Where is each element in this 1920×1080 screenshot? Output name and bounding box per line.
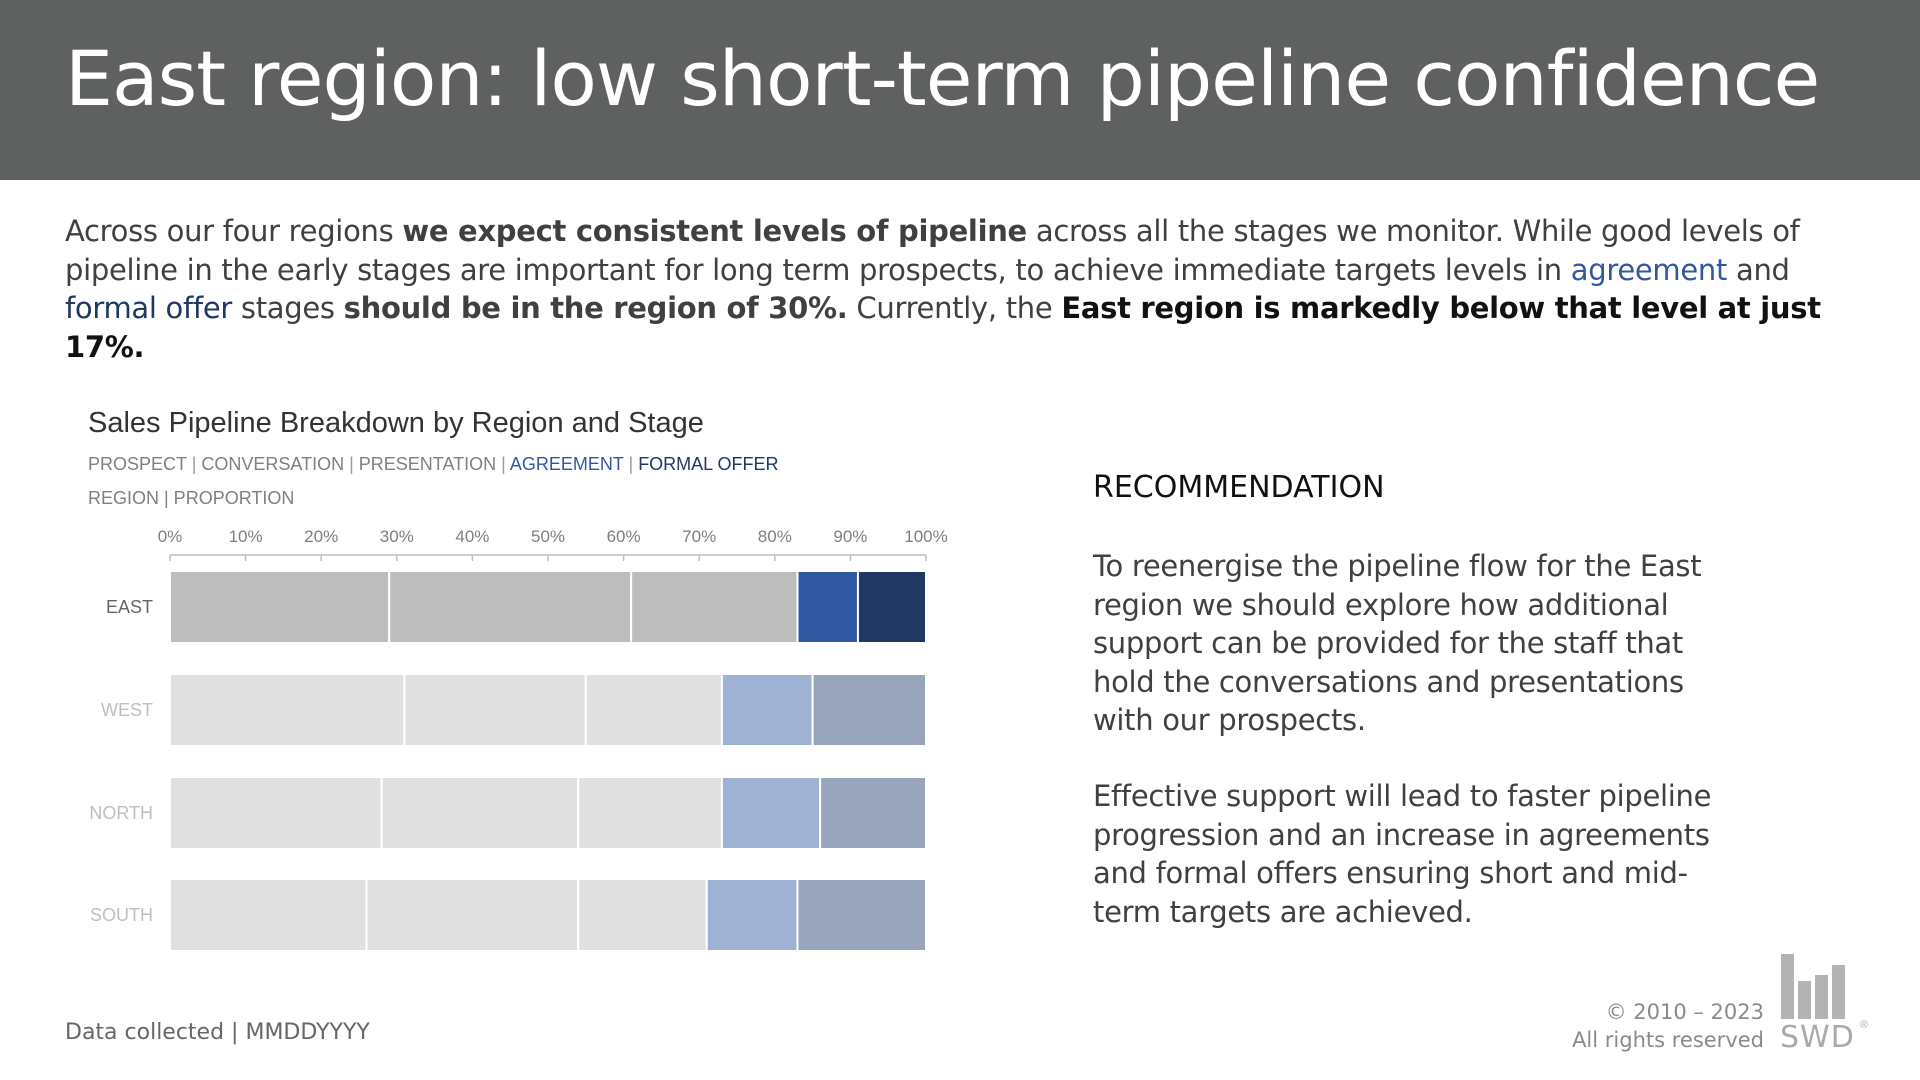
x-tick-label: 50%: [531, 527, 565, 546]
logo-bar: [1815, 975, 1828, 1019]
x-tick-label: 70%: [682, 527, 716, 546]
x-tick-label: 90%: [833, 527, 867, 546]
bar-segment-east-conversation: [388, 570, 633, 644]
intro-text-8: should be in the region of 30%.: [343, 291, 848, 325]
x-tick-label: 40%: [455, 527, 489, 546]
bar-segment-east-agreement: [796, 570, 859, 644]
intro-formal-offer-text: formal offer: [65, 291, 232, 325]
bar-segment-east-formal-offer: [856, 570, 928, 644]
title-banner: East region: low short-term pipeline con…: [0, 0, 1920, 180]
bar-segment-north-prospect: [169, 776, 383, 850]
bar-segment-west-formal-offer: [811, 673, 927, 747]
x-tick-label: 0%: [158, 527, 183, 546]
legend-item: FORMAL OFFER: [638, 454, 779, 474]
legend-item: AGREEMENT: [509, 454, 624, 474]
legend-item: PRESENTATION: [358, 454, 497, 474]
legend-separator: |: [186, 454, 202, 474]
recommendation-heading: RECOMMENDATION: [1093, 470, 1385, 505]
category-label: SOUTH: [90, 905, 153, 925]
copyright-line-1: © 2010 – 2023: [1605, 1000, 1764, 1024]
bar-segment-east-presentation: [630, 570, 799, 644]
copyright-line-2: All rights reserved: [1572, 1028, 1764, 1052]
data-collected-note: Data collected | MMDDYYYY: [65, 1020, 370, 1045]
category-label: EAST: [106, 597, 153, 617]
intro-text-3: across all the stages we monitor. While …: [65, 214, 1800, 287]
bar-segment-north-conversation: [380, 776, 580, 850]
bar-segment-west-conversation: [403, 673, 587, 747]
bar-segment-south-conversation: [365, 878, 580, 952]
chart-legend: PROSPECT | CONVERSATION | PRESENTATION |…: [88, 454, 779, 475]
logo-text: SWD: [1780, 1020, 1855, 1055]
intro-agreement-text: agreement: [1570, 252, 1728, 287]
legend-item: PROSPECT: [88, 454, 187, 474]
intro-paragraph: Across our four regions we expect consis…: [65, 212, 1865, 366]
intro-text-1: Across our four regions: [65, 214, 403, 248]
axis-caption: REGION | PROPORTION: [88, 488, 295, 508]
bar-segment-west-prospect: [169, 673, 406, 747]
recommendation-paragraph-2: Effective support will lead to faster pi…: [1093, 779, 1712, 929]
legend-separator: |: [496, 454, 510, 474]
bar-segment-north-agreement: [720, 776, 822, 850]
x-tick-label: 60%: [607, 527, 641, 546]
chart-title: Sales Pipeline Breakdown by Region and S…: [88, 407, 704, 439]
intro-text-10: East region is markedly below that level…: [65, 291, 1821, 364]
copyright: © 2010 – 2023 All rights reserved: [1572, 998, 1764, 1054]
legend-separator: |: [344, 454, 359, 474]
swd-logo: SWD ®: [1778, 950, 1868, 1055]
x-tick-label: 80%: [758, 527, 792, 546]
x-tick-label: 30%: [380, 527, 414, 546]
legend-separator: |: [623, 454, 639, 474]
legend-item: CONVERSATION: [201, 454, 345, 474]
bar-segment-north-presentation: [577, 776, 723, 850]
intro-text-2: we expect consistent levels of pipeline: [402, 214, 1027, 248]
logo-bar: [1832, 965, 1845, 1019]
page-title: East region: low short-term pipeline con…: [65, 34, 1820, 123]
intro-text-5: and: [1727, 252, 1790, 287]
x-tick-label: 100%: [904, 527, 947, 546]
bar-segment-west-presentation: [584, 673, 723, 747]
intro-text-9: Currently, the: [847, 291, 1062, 325]
intro-text-7: stages: [232, 291, 344, 325]
bar-segment-east-prospect: [169, 570, 391, 644]
bar-segment-north-formal-offer: [819, 776, 927, 850]
logo-bar: [1798, 981, 1811, 1019]
bar-segment-south-prospect: [169, 878, 368, 952]
x-tick-label: 10%: [229, 527, 263, 546]
x-tick-label: 20%: [304, 527, 338, 546]
bar-segment-west-agreement: [720, 673, 814, 747]
category-label: NORTH: [89, 803, 153, 823]
bar-segment-south-presentation: [577, 878, 708, 952]
bar-segment-south-agreement: [705, 878, 799, 952]
bar-segment-south-formal-offer: [796, 878, 927, 952]
logo-registered-mark: ®: [1860, 1019, 1869, 1031]
category-label: WEST: [101, 700, 153, 720]
logo-bar: [1781, 954, 1794, 1019]
recommendation-paragraph-1: To reenergise the pipeline flow for the …: [1093, 549, 1702, 737]
